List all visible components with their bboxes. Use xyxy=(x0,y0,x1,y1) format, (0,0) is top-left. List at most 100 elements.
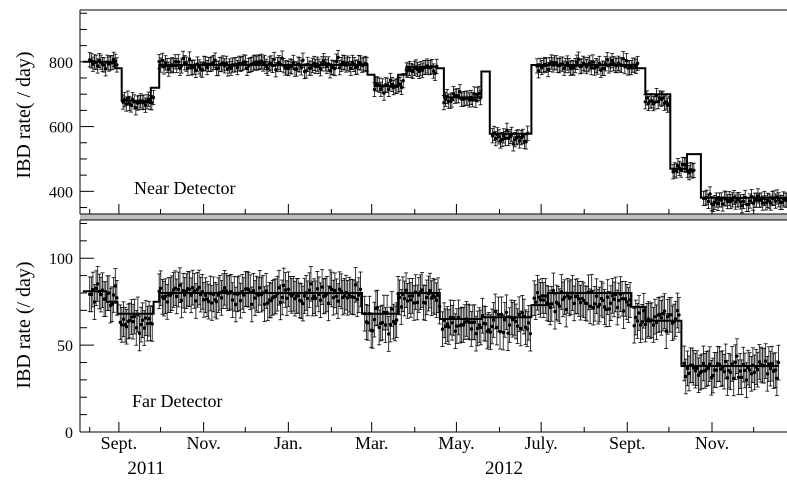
far-data-point xyxy=(528,331,533,336)
near-data-point xyxy=(772,196,776,200)
near-data-point xyxy=(162,65,166,69)
near-data-point xyxy=(226,67,230,71)
far-data-point xyxy=(124,324,129,329)
far-data-point xyxy=(746,365,750,370)
x-tick-label: July. xyxy=(524,433,557,453)
far-data-point xyxy=(672,319,676,324)
far-data-point xyxy=(642,309,646,313)
far-data-point xyxy=(615,305,619,310)
near-data-point xyxy=(589,65,593,70)
far-data-point xyxy=(722,369,726,374)
far-data-point xyxy=(355,297,359,301)
far-data-point xyxy=(601,298,605,303)
near-data-point xyxy=(142,100,146,104)
near-data-point xyxy=(645,96,649,100)
far-data-point xyxy=(394,318,399,322)
near-data-point xyxy=(511,142,515,146)
far-data-point xyxy=(329,287,334,292)
far-data-point xyxy=(491,318,496,322)
near-data-point xyxy=(321,59,326,63)
near-data-point xyxy=(372,87,377,92)
far-data-point xyxy=(743,368,747,373)
near-data-point xyxy=(398,82,402,86)
far-data-point xyxy=(110,302,114,306)
near-data-point xyxy=(756,194,760,198)
far-data-point xyxy=(436,293,440,297)
near-data-point xyxy=(497,135,501,139)
far-y-tick-label: 50 xyxy=(57,338,73,355)
near-data-point xyxy=(245,66,249,71)
far-y-tick-label: 0 xyxy=(65,425,73,442)
far-data-point xyxy=(612,297,616,302)
near-data-point xyxy=(643,100,648,104)
far-data-point xyxy=(264,289,268,293)
far-data-point xyxy=(527,321,531,325)
far-data-point xyxy=(572,301,576,306)
near-data-point xyxy=(572,66,576,70)
far-data-point xyxy=(597,302,602,307)
near-data-point xyxy=(777,198,781,202)
near-data-point xyxy=(754,198,759,202)
far-data-point xyxy=(250,302,254,307)
far-data-point xyxy=(461,323,465,327)
far-data-point xyxy=(566,294,570,298)
far-data-point xyxy=(352,295,356,300)
far-data-point xyxy=(669,313,673,317)
far-data-point xyxy=(558,304,562,308)
far-data-point xyxy=(333,288,337,293)
near-data-point xyxy=(179,64,184,68)
far-data-point xyxy=(275,291,280,296)
far-data-point xyxy=(301,301,305,306)
far-data-point xyxy=(440,327,445,331)
near-data-point xyxy=(129,103,133,107)
far-data-point xyxy=(692,365,696,370)
far-data-point xyxy=(296,294,300,298)
far-data-point xyxy=(488,330,493,334)
near-data-point xyxy=(110,60,114,65)
far-data-point xyxy=(602,305,607,309)
near-data-point xyxy=(134,106,138,110)
far-data-point xyxy=(128,318,132,323)
far-data-point xyxy=(604,307,608,312)
far-data-point xyxy=(371,329,375,333)
far-data-point xyxy=(525,327,529,331)
far-data-point xyxy=(559,290,564,294)
far-data-point xyxy=(730,362,734,366)
near-data-point xyxy=(102,63,106,67)
far-data-point xyxy=(609,301,613,305)
near-data-point xyxy=(203,62,208,66)
near-data-point xyxy=(94,60,98,65)
far-data-point xyxy=(720,366,725,370)
near-data-point xyxy=(769,201,773,205)
far-data-point xyxy=(662,309,667,313)
far-data-point xyxy=(269,298,273,303)
far-data-point xyxy=(97,289,102,294)
near-data-point xyxy=(740,203,744,208)
far-data-point xyxy=(266,301,270,305)
far-data-point xyxy=(132,314,137,319)
near-data-point xyxy=(456,94,460,98)
far-data-point xyxy=(99,292,103,297)
near-data-point xyxy=(390,82,394,87)
near-data-point xyxy=(492,131,496,136)
far-data-point xyxy=(100,288,105,292)
x-tick-label: Nov. xyxy=(695,433,729,453)
far-data-point xyxy=(402,296,407,301)
far-data-point xyxy=(757,360,761,364)
far-data-point xyxy=(480,314,485,318)
near-data-point xyxy=(175,63,179,68)
far-data-point xyxy=(293,296,297,301)
near-data-point xyxy=(414,65,418,69)
near-data-point xyxy=(667,102,671,106)
panel-separator xyxy=(80,214,787,220)
far-data-point xyxy=(417,293,421,297)
far-data-point xyxy=(232,291,236,296)
near-data-point xyxy=(565,61,570,65)
near-data-point xyxy=(146,97,151,101)
near-data-point xyxy=(159,63,163,67)
far-data-point xyxy=(399,305,403,309)
far-data-point xyxy=(382,310,386,315)
far-data-point xyxy=(535,290,540,295)
far-data-point xyxy=(653,314,657,319)
